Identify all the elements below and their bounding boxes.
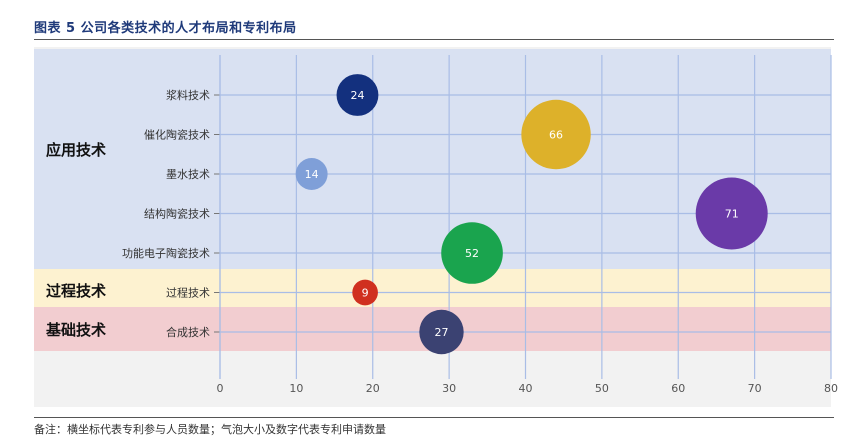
x-tick-label: 0	[217, 382, 224, 395]
band-process	[34, 269, 831, 307]
bubble	[336, 74, 379, 116]
group-label: 应用技术	[46, 141, 106, 159]
y-category-label: 功能电子陶瓷技术	[122, 246, 210, 260]
y-category-label: 浆料技术	[166, 88, 210, 102]
x-tick-label: 50	[595, 382, 609, 395]
x-tick-label: 80	[824, 382, 838, 395]
band-application	[34, 49, 831, 269]
bubble	[352, 279, 378, 306]
group-label: 过程技术	[46, 282, 106, 300]
x-tick-label: 40	[519, 382, 533, 395]
x-tick-label: 30	[442, 382, 456, 395]
y-category-label: 结构陶瓷技术	[144, 207, 210, 221]
grid-horizontal	[214, 55, 831, 379]
y-category-label: 过程技术	[166, 287, 210, 300]
group-label: 基础技术	[45, 321, 106, 339]
bubble-label: 9	[362, 287, 369, 300]
x-tick-label: 60	[671, 382, 685, 395]
bubble-label: 71	[725, 208, 739, 221]
bubble	[441, 222, 503, 284]
figure-title: 图表 5 公司各类技术的人才布局和专利布局	[34, 21, 297, 36]
y-category-label: 催化陶瓷技术	[144, 128, 210, 142]
title-rule	[34, 39, 834, 40]
bubble-label: 27	[434, 326, 448, 339]
bubble	[419, 309, 464, 355]
x-axis-ticks: 0 10 20 30 40 50 60 70 80	[217, 382, 839, 395]
y-category-label: 墨水技术	[166, 168, 210, 181]
x-tick-label: 20	[366, 382, 380, 395]
bubble	[695, 177, 768, 250]
bubble-label: 14	[305, 168, 319, 181]
figure-note: 备注：横坐标代表专利参与人员数量；气泡大小及数字代表专利申请数量	[34, 423, 386, 436]
bubble-label: 66	[549, 129, 563, 142]
bubble-label: 24	[350, 89, 364, 102]
x-tick-label: 10	[289, 382, 303, 395]
bubble	[521, 99, 591, 170]
note-rule	[34, 417, 834, 418]
x-tick-label: 70	[748, 382, 762, 395]
bubbles: 24 66 14 71 52 9 27	[295, 74, 768, 355]
y-category-label: 合成技术	[166, 325, 210, 339]
bubble	[295, 158, 328, 190]
bubble-label: 52	[465, 247, 479, 260]
